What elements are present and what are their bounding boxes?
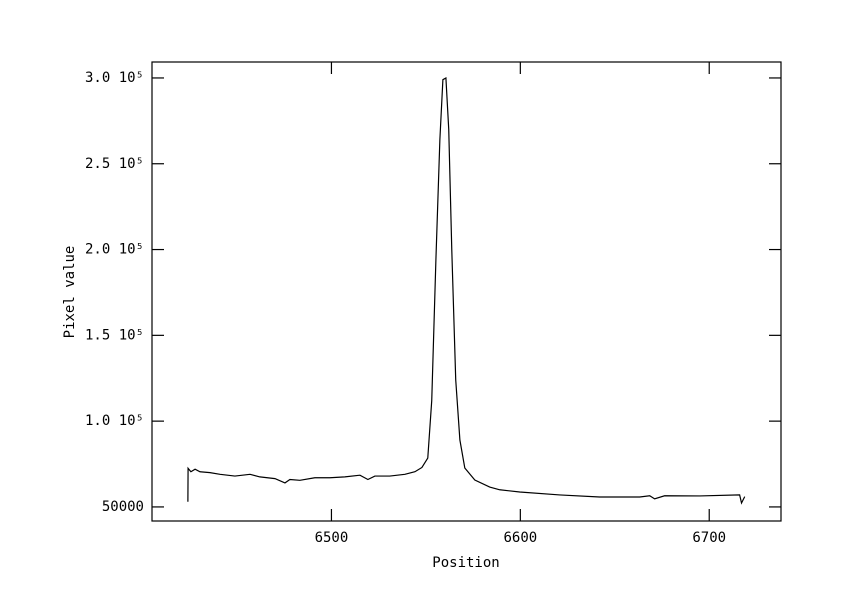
spectrum-line <box>187 76 746 505</box>
y-tick-label: 2.0 10⁵ <box>85 242 144 258</box>
y-tick-label: 3.0 10⁵ <box>85 70 144 86</box>
x-tick-label: 6700 <box>692 530 726 546</box>
y-tick-label: 1.0 10⁵ <box>85 413 144 429</box>
y-tick-label: 50000 <box>102 499 144 515</box>
x-tick-label: 6600 <box>503 530 537 546</box>
plot-frame <box>151 61 782 522</box>
y-tick-label: 1.5 10⁵ <box>85 327 144 343</box>
y-axis-label: Pixel value <box>62 246 78 339</box>
x-tick-label: 6500 <box>315 530 349 546</box>
x-axis-label: Position <box>432 555 499 571</box>
y-tick-label: 2.5 10⁵ <box>85 156 144 172</box>
